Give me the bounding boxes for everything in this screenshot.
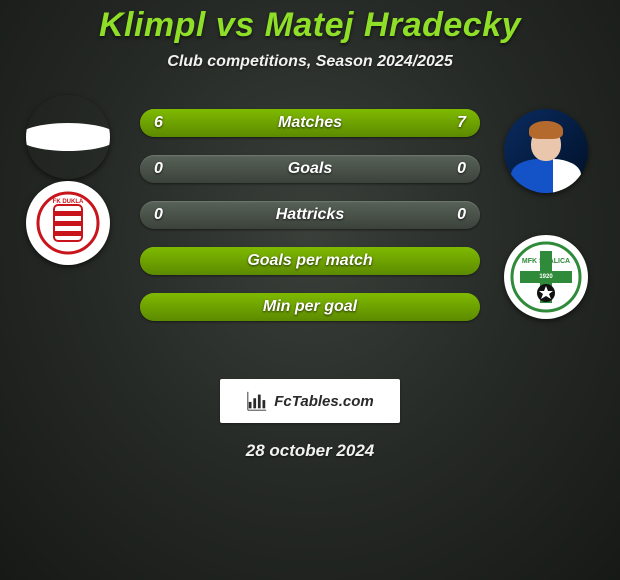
player-left-avatar (26, 95, 110, 179)
stat-value-left: 0 (154, 201, 163, 229)
svg-text:FK DUKLA: FK DUKLA (53, 199, 84, 205)
avatar-hair (529, 121, 563, 139)
date-label: 28 october 2024 (0, 441, 620, 461)
page-title: Klimpl vs Matej Hradecky (0, 0, 620, 45)
stat-value-right: 7 (457, 109, 466, 137)
comparison-card: Klimpl vs Matej Hradecky Club competitio… (0, 0, 620, 461)
stat-value-left: 6 (154, 109, 163, 137)
stat-label: Goals (140, 155, 480, 183)
stat-row-hattricks: Hattricks0 0 (140, 201, 480, 229)
svg-text:MFK SKALICA: MFK SKALICA (522, 258, 570, 265)
watermark: FcTables.com (220, 379, 400, 423)
stat-label: Hattricks (140, 201, 480, 229)
player-right-avatar (504, 109, 588, 193)
club-crest-right: MFK SKALICA 1920 (504, 235, 588, 319)
stat-value-right: 0 (457, 155, 466, 183)
crest-right-icon: MFK SKALICA 1920 (510, 241, 582, 313)
club-crest-left: FK DUKLA (26, 181, 110, 265)
stat-value-right: 0 (457, 201, 466, 229)
avatar-placeholder-icon (26, 123, 110, 151)
stat-bars: Matches67Goals00Hattricks00Goals per mat… (140, 109, 480, 339)
stat-value-left: 0 (154, 155, 163, 183)
stat-row-matches: Matches6 7 (140, 109, 480, 137)
avatar-jersey (511, 159, 581, 193)
crest-left-icon: FK DUKLA (36, 191, 100, 255)
stat-row-goals: Goals0 0 (140, 155, 480, 183)
comparison-body: FK DUKLA MFK SKALICA 1920 Matches6 7 Goals… (0, 109, 620, 369)
watermark-label: FcTables.com (274, 393, 373, 410)
stat-row-goals-per-match: Goals per match (140, 247, 480, 275)
stat-label: Min per goal (140, 293, 480, 321)
svg-text:1920: 1920 (539, 274, 553, 280)
bar-chart-icon (246, 390, 268, 412)
stat-label: Goals per match (140, 247, 480, 275)
stat-label: Matches (140, 109, 480, 137)
stat-row-min-per-goal: Min per goal (140, 293, 480, 321)
subtitle: Club competitions, Season 2024/2025 (0, 53, 620, 71)
